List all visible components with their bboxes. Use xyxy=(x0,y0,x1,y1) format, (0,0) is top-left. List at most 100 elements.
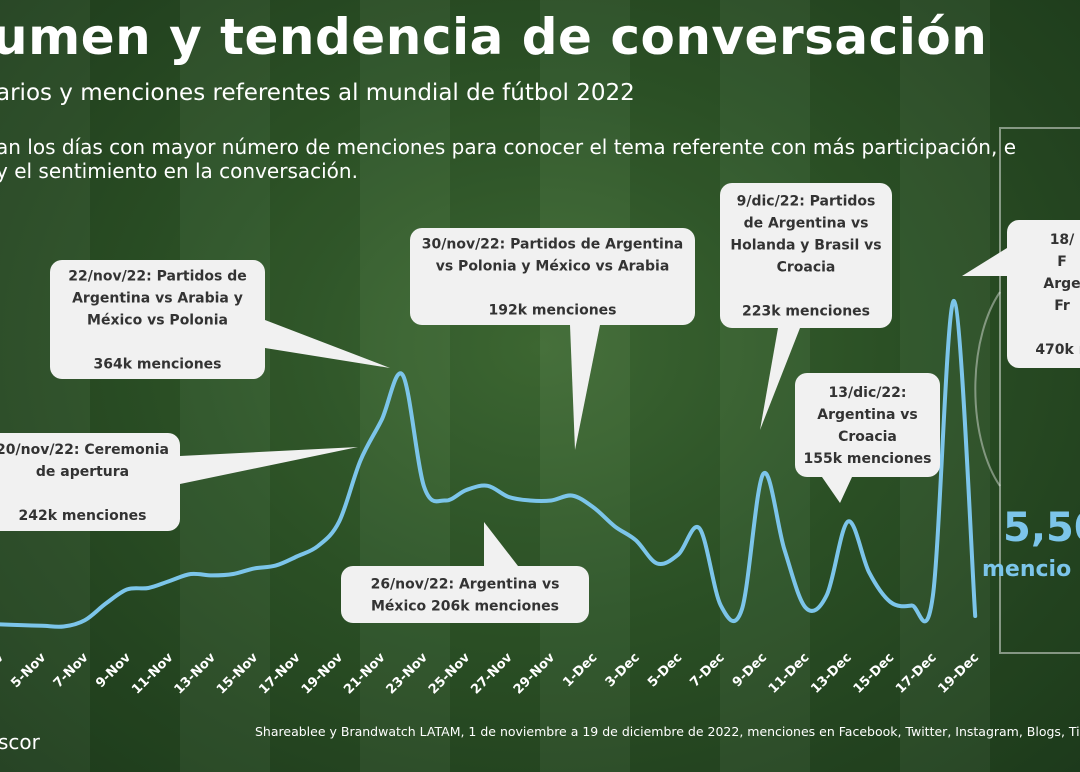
bubble-text: 22/nov/22: Partidos de xyxy=(68,269,246,285)
data-point xyxy=(782,548,786,552)
data-point xyxy=(83,618,87,622)
x-tick-label: 21-Nov xyxy=(341,650,389,698)
bubble-text: Holanda y Brasil vs xyxy=(730,238,881,254)
x-tick-label: 29-Nov xyxy=(511,650,559,698)
source-footnote: Shareablee y Brandwatch LATAM, 1 de novi… xyxy=(255,724,1080,739)
annotation-layer: 20/nov/22: Ceremonia de apertura 242k menc… xyxy=(0,183,1080,623)
description: an los días con mayor número de mencione… xyxy=(0,135,1016,183)
x-tick-label: 13-Nov xyxy=(172,650,220,698)
series-layer xyxy=(0,298,978,629)
data-point xyxy=(464,488,468,492)
bubble-pointer xyxy=(265,320,390,368)
x-tick-label: 25-Nov xyxy=(426,650,474,698)
data-point xyxy=(804,606,808,610)
x-tick-label: 9-Nov xyxy=(93,650,134,691)
x-tick-label: 7-Nov xyxy=(51,650,92,691)
bubble-text: Argentina vs Arabia y xyxy=(72,291,243,307)
field-markings xyxy=(974,127,1080,654)
x-axis-ticks: v 5-Nov 7-Nov 9-Nov11-Nov13-Nov15-Nov17-Nov… xyxy=(0,650,982,698)
bubble-box xyxy=(795,373,940,477)
x-tick-label: v xyxy=(0,650,7,667)
bubble-text: de apertura xyxy=(36,464,129,480)
data-point xyxy=(888,600,892,604)
data-point xyxy=(189,572,193,576)
data-point xyxy=(676,552,680,556)
total-mentions-label: mencio xyxy=(982,557,1072,582)
field-arc xyxy=(974,291,1001,487)
data-point xyxy=(358,459,362,463)
page-subtitle: arios y menciones referentes al mundial … xyxy=(0,80,635,106)
data-point xyxy=(528,499,532,503)
x-tick-label: 1-Dec xyxy=(560,650,600,690)
data-point xyxy=(125,587,129,591)
data-point xyxy=(910,604,914,608)
annotation-bubble: 13/dic/22: Argentina vs Croacia 155k mencio… xyxy=(795,373,940,503)
bubble-box xyxy=(1007,220,1080,368)
annotation-bubble: 26/nov/22: Argentina vs México 206k menci… xyxy=(341,522,589,623)
x-tick-label: 3-Dec xyxy=(603,650,643,690)
data-point xyxy=(613,524,617,528)
data-point xyxy=(295,555,299,559)
annotation-bubble: 22/nov/22: Partidos de Argentina vs Arabi… xyxy=(50,260,390,379)
data-point xyxy=(740,607,744,611)
annotation-bubble: 9/dic/22: Partidos de Argentina vs Holanda… xyxy=(720,183,892,430)
annotation-bubble: 18/F Arge Fr 470k n xyxy=(962,220,1080,368)
data-point xyxy=(40,624,44,628)
data-point xyxy=(422,485,426,489)
data-point xyxy=(570,494,574,498)
bubble-text: F xyxy=(1057,254,1067,270)
bubble-box xyxy=(410,228,695,325)
bubble-text: 30/nov/22: Partidos de Argentina xyxy=(422,237,683,253)
bubble-text: 364k menciones xyxy=(94,357,222,373)
bubble-box xyxy=(341,566,589,623)
bubble-pointer xyxy=(962,248,1007,276)
data-point xyxy=(592,506,596,510)
bubble-text: 242k menciones xyxy=(19,508,147,524)
data-point xyxy=(825,593,829,597)
data-point xyxy=(931,594,935,598)
bubble-pointer xyxy=(180,447,358,484)
description-line-1: an los días con mayor número de mencione… xyxy=(0,135,1016,159)
annotation-bubble: 20/nov/22: Ceremonia de apertura 242k menc… xyxy=(0,433,358,531)
bubble-pointer xyxy=(484,522,518,566)
x-tick-label: 17-Dec xyxy=(893,650,940,697)
x-tick-label: 7-Dec xyxy=(687,650,727,690)
x-tick-label: 15-Nov xyxy=(214,650,262,698)
data-point xyxy=(634,538,638,542)
bubble-box xyxy=(50,260,265,379)
bubble-text: 223k menciones xyxy=(742,304,870,320)
bubble-text: Arge xyxy=(1043,276,1080,292)
data-point xyxy=(380,418,384,422)
data-point xyxy=(231,572,235,576)
x-tick-label: 11-Dec xyxy=(766,650,813,697)
x-tick-label: 19-Nov xyxy=(299,650,347,698)
bubble-text: México vs Polonia xyxy=(87,313,228,329)
bubble-pointer xyxy=(570,325,600,450)
x-tick-label: 17-Nov xyxy=(256,650,304,698)
bubble-text: 26/nov/22: Argentina vs xyxy=(371,577,560,593)
data-point xyxy=(846,520,850,524)
bubble-text: Fr xyxy=(1054,298,1070,314)
bubble-text: 470k n xyxy=(1035,342,1080,358)
bubble-text: 9/dic/22: Partidos xyxy=(737,194,876,210)
bubble-text: Croacia xyxy=(838,429,897,445)
data-point xyxy=(952,299,956,303)
x-tick-label: 11-Nov xyxy=(129,650,177,698)
bubble-box xyxy=(0,433,180,531)
bubble-text: 13/dic/22: xyxy=(829,385,907,401)
data-point xyxy=(337,520,341,524)
data-point xyxy=(486,484,490,488)
x-tick-label: 13-Dec xyxy=(808,650,855,697)
data-point xyxy=(655,562,659,566)
bubble-text: 18/ xyxy=(1050,232,1075,248)
total-mentions-value: 5,50 xyxy=(1003,505,1080,551)
data-point xyxy=(146,586,150,590)
data-point xyxy=(316,544,320,548)
bubble-text: vs Polonia y México vs Arabia xyxy=(436,259,670,275)
data-point xyxy=(719,604,723,608)
page-title: umen y tendencia de conversación xyxy=(0,8,988,66)
x-tick-label: 23-Nov xyxy=(384,650,432,698)
bubble-text: 20/nov/22: Ceremonia xyxy=(0,442,169,458)
bubble-pointer xyxy=(760,328,800,430)
